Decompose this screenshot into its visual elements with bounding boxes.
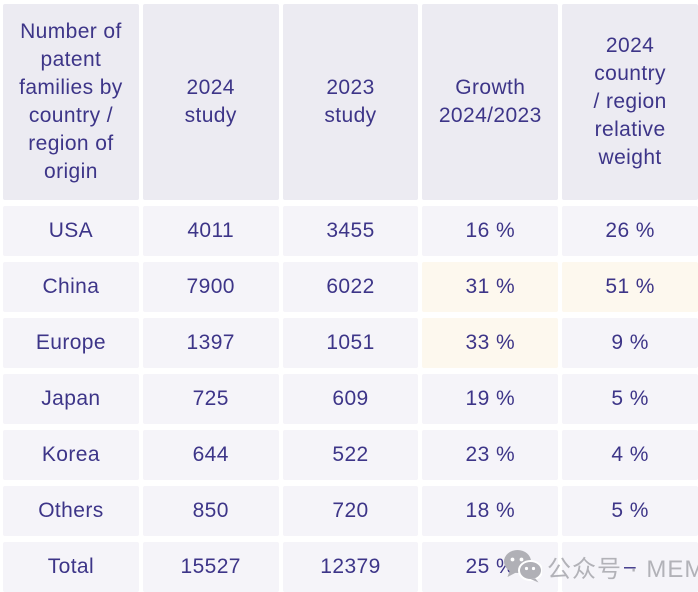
cell-korea-growth: 23 %: [422, 430, 559, 480]
cell-europe-2024: 1397: [142, 318, 279, 368]
cell-total-weight: –: [562, 542, 698, 592]
wechat-icon: [504, 550, 542, 583]
watermark-text: 公众号 · MEMS: [547, 555, 698, 583]
cell-japan-2023: 609: [282, 374, 419, 424]
cell-korea-2023: 522: [282, 430, 419, 480]
cell-japan-2024: 725: [142, 374, 279, 424]
cell-japan-weight: 5 %: [562, 374, 698, 424]
column-header-2023-study: 2023 study: [282, 4, 419, 200]
row-label-others: Others: [3, 486, 139, 536]
cell-korea-weight: 4 %: [562, 430, 698, 480]
cell-china-2024: 7900: [142, 262, 279, 312]
cell-china-2023: 6022: [282, 262, 419, 312]
cell-others-2023: 720: [282, 486, 419, 536]
row-label-korea: Korea: [3, 430, 139, 480]
cell-total-2023: 12379: [282, 542, 419, 592]
column-header-weight: 2024 country / region relative weight: [562, 4, 698, 200]
row-label-usa: USA: [3, 206, 139, 256]
cell-usa-2023: 3455: [282, 206, 419, 256]
row-label-japan: Japan: [3, 374, 139, 424]
column-header-origin: Number of patent families by country / r…: [3, 4, 139, 200]
row-label-china: China: [3, 262, 139, 312]
cell-europe-2023: 1051: [282, 318, 419, 368]
cell-others-growth: 18 %: [422, 486, 559, 536]
cell-others-2024: 850: [142, 486, 279, 536]
cell-usa-growth: 16 %: [422, 206, 559, 256]
cell-usa-2024: 4011: [142, 206, 279, 256]
column-header-2024-study: 2024 study: [142, 4, 279, 200]
cell-china-weight: 51 %: [562, 262, 698, 312]
row-label-total: Total: [3, 542, 139, 592]
watermark: 公众号 · MEMS: [503, 547, 698, 585]
column-header-growth: Growth 2024/2023: [422, 4, 559, 200]
cell-europe-growth: 33 %: [422, 318, 559, 368]
cell-europe-weight: 9 %: [562, 318, 698, 368]
cell-korea-2024: 644: [142, 430, 279, 480]
cell-usa-weight: 26 %: [562, 206, 698, 256]
row-label-europe: Europe: [3, 318, 139, 368]
cell-total-2024: 15527: [142, 542, 279, 592]
cell-japan-growth: 19 %: [422, 374, 559, 424]
cell-china-growth: 31 %: [422, 262, 559, 312]
patent-families-table: Number of patent families by country / r…: [3, 4, 698, 592]
cell-others-weight: 5 %: [562, 486, 698, 536]
